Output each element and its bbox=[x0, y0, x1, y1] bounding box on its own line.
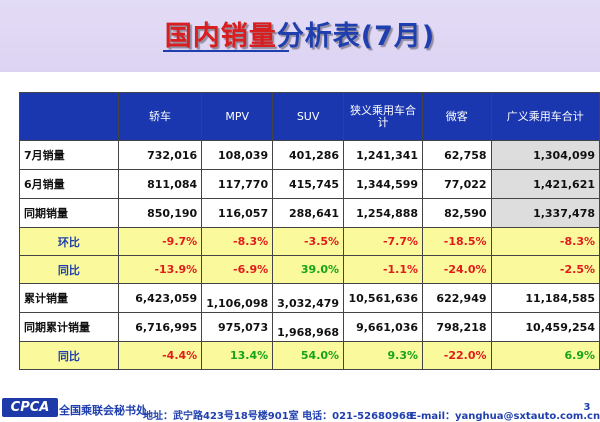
header-minivan: 微客 bbox=[422, 92, 492, 141]
title-part-1: 国内销量 bbox=[164, 21, 277, 52]
table-cell: 39.0% bbox=[272, 255, 345, 284]
table-cell: -18.5% bbox=[422, 227, 492, 256]
table-cell: 6,716,995 bbox=[117, 312, 203, 342]
header-sedan: 轿车 bbox=[117, 92, 203, 141]
title-part-2: 分析表(7月) bbox=[276, 21, 436, 52]
table-cell: 116,057 bbox=[201, 198, 274, 228]
table-row: 同比 -13.9% -6.9% 39.0% -1.1% -24.0% -2.5% bbox=[19, 255, 600, 284]
header-band bbox=[0, 0, 600, 72]
row-label: 同期销量 bbox=[19, 198, 119, 228]
row-label: 7月销量 bbox=[19, 140, 119, 170]
table-cell: -8.3% bbox=[201, 227, 274, 256]
table-cell: 1,241,341 bbox=[343, 140, 424, 170]
table-cell: 415,745 bbox=[272, 169, 345, 199]
table-cell: 9,661,036 bbox=[343, 312, 424, 342]
table-cell: 6.9% bbox=[490, 341, 600, 370]
header-corner bbox=[19, 92, 119, 141]
row-label: 同比 bbox=[19, 255, 119, 284]
table-cell: 82,590 bbox=[422, 198, 492, 228]
table-cell: 798,218 bbox=[422, 312, 492, 342]
table-cell: -13.9% bbox=[117, 255, 203, 284]
table-cell: 117,770 bbox=[201, 169, 274, 199]
row-label: 同比 bbox=[19, 341, 119, 370]
table-cell: 975,073 bbox=[201, 312, 274, 342]
table-cell: 6,423,059 bbox=[117, 283, 203, 313]
table-row: 累计销量 6,423,059 1,106,098 3,032,479 10,56… bbox=[19, 283, 600, 313]
table-row: 同期累计销量 6,716,995 975,073 1,968,968 9,661… bbox=[19, 312, 600, 342]
table-cell: 108,039 bbox=[201, 140, 274, 170]
table-row: 7月销量 732,016 108,039 401,286 1,241,341 6… bbox=[19, 140, 600, 170]
table-cell: -3.5% bbox=[272, 227, 345, 256]
footer-bar bbox=[0, 397, 600, 419]
table-header-row: 轿车 MPV SUV 狭义乘用车合计 微客 广义乘用车合计 bbox=[19, 92, 600, 141]
table-cell: -9.7% bbox=[117, 227, 203, 256]
page-title: 国内销量分析表(7月) bbox=[0, 14, 600, 53]
title-underline bbox=[163, 50, 289, 52]
table-cell: 11,184,585 bbox=[490, 283, 600, 313]
table-row: 同期销量 850,190 116,057 288,641 1,254,888 8… bbox=[19, 198, 600, 228]
table-cell: -6.9% bbox=[201, 255, 274, 284]
table-cell: -1.1% bbox=[343, 255, 424, 284]
table-cell: 1,337,478 bbox=[490, 198, 600, 228]
table-row: 同比 -4.4% 13.4% 54.0% 9.3% -22.0% 6.9% bbox=[19, 341, 600, 370]
table-cell: 9.3% bbox=[343, 341, 424, 370]
table-cell: 1,254,888 bbox=[343, 198, 424, 228]
table-cell: -4.4% bbox=[117, 341, 203, 370]
table-cell: -7.7% bbox=[343, 227, 424, 256]
table-cell: -24.0% bbox=[422, 255, 492, 284]
table-cell: 732,016 bbox=[117, 140, 203, 170]
row-label: 6月销量 bbox=[19, 169, 119, 199]
header-narrow-total: 狭义乘用车合计 bbox=[343, 92, 424, 141]
table-cell: 622,949 bbox=[422, 283, 492, 313]
table-row: 环比 -9.7% -8.3% -3.5% -7.7% -18.5% -8.3% bbox=[19, 227, 600, 256]
cell-value: 1,106,098 bbox=[206, 297, 269, 310]
table-cell: 3,032,479 bbox=[272, 283, 345, 313]
page-number: 3 bbox=[583, 402, 591, 413]
table-cell: -8.3% bbox=[490, 227, 600, 256]
table-cell: 1,304,099 bbox=[490, 140, 600, 170]
footer-address: 地址：武宁路423号18号楼901室 电话：021-52680968 bbox=[143, 411, 413, 422]
cpca-logo: CPCA bbox=[2, 398, 58, 417]
header-mpv: MPV bbox=[201, 92, 274, 141]
footer-org: 全国乘联会秘书处 bbox=[59, 404, 147, 417]
header-broad-total: 广义乘用车合计 bbox=[490, 92, 600, 141]
table-cell: 13.4% bbox=[201, 341, 274, 370]
table-cell: 850,190 bbox=[117, 198, 203, 228]
table-cell: 1,344,599 bbox=[343, 169, 424, 199]
table-cell: 811,084 bbox=[117, 169, 203, 199]
table-cell: 288,641 bbox=[272, 198, 345, 228]
cell-value: 3,032,479 bbox=[277, 297, 340, 310]
table-cell: 1,968,968 bbox=[272, 312, 345, 342]
row-label: 同期累计销量 bbox=[19, 312, 119, 342]
table-cell: 10,561,636 bbox=[343, 283, 424, 313]
table-row: 6月销量 811,084 117,770 415,745 1,344,599 7… bbox=[19, 169, 600, 199]
table-cell: 401,286 bbox=[272, 140, 345, 170]
table-cell: 62,758 bbox=[422, 140, 492, 170]
table-cell: 1,421,621 bbox=[490, 169, 600, 199]
table-cell: -2.5% bbox=[490, 255, 600, 284]
table-cell: 77,022 bbox=[422, 169, 492, 199]
row-label: 累计销量 bbox=[19, 283, 119, 313]
header-suv: SUV bbox=[272, 92, 345, 141]
cell-value: 1,968,968 bbox=[277, 326, 340, 339]
table-cell: 1,106,098 bbox=[201, 283, 274, 313]
table-cell: 54.0% bbox=[272, 341, 345, 370]
sales-table: 轿车 MPV SUV 狭义乘用车合计 微客 广义乘用车合计 7月销量 732,0… bbox=[19, 92, 600, 370]
row-label: 环比 bbox=[19, 227, 119, 256]
table-cell: -22.0% bbox=[422, 341, 492, 370]
footer-email: E-mail：yanghua@sxtauto.com.cn bbox=[410, 411, 600, 422]
table-cell: 10,459,254 bbox=[490, 312, 600, 342]
